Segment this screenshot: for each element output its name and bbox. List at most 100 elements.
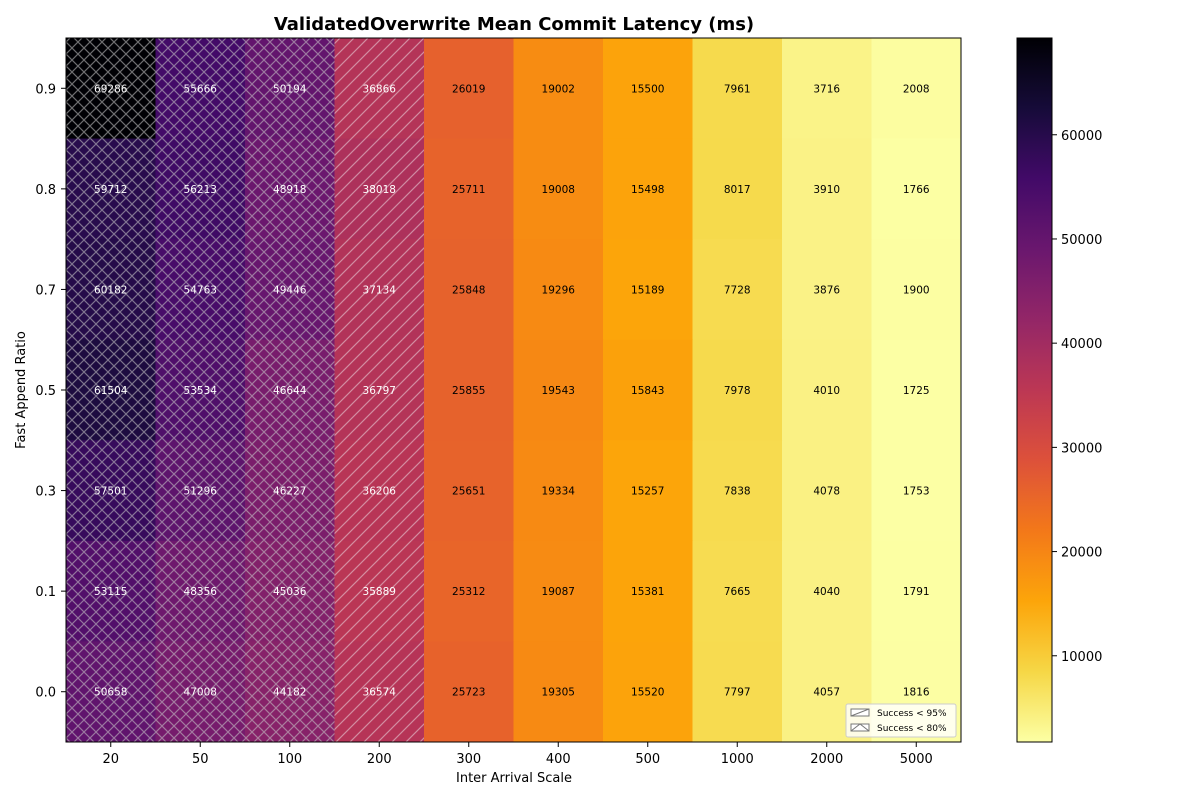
slash-hatch bbox=[334, 239, 425, 341]
legend-item-success-80: Success < 80% bbox=[850, 723, 947, 734]
heatmap-cell: 59712 bbox=[66, 138, 156, 240]
cell-value-label: 4040 bbox=[813, 586, 840, 598]
slash-hatch bbox=[334, 540, 425, 642]
cross-hatch bbox=[245, 540, 335, 642]
y-tick-label: 0.7 bbox=[35, 283, 56, 298]
heatmap-cell: 7728 bbox=[692, 239, 783, 341]
cell-value-label: 56213 bbox=[184, 184, 217, 196]
cell-value-label: 60182 bbox=[94, 284, 127, 296]
cell-value-label: 15843 bbox=[631, 385, 664, 397]
cell-value-label: 25651 bbox=[452, 486, 485, 498]
cell-value-label: 25312 bbox=[452, 586, 485, 598]
cell-value-label: 19008 bbox=[542, 184, 575, 196]
cell-value-label: 15498 bbox=[631, 184, 664, 196]
cross-hatch bbox=[245, 239, 335, 341]
heatmap-cell: 49446 bbox=[245, 239, 335, 341]
heatmap-cell: 35889 bbox=[334, 540, 425, 642]
heatmap-cell: 54763 bbox=[155, 239, 246, 341]
x-axis-label: Inter Arrival Scale bbox=[456, 771, 572, 786]
cross-hatch bbox=[155, 339, 246, 441]
cell-fill bbox=[513, 641, 604, 743]
colorbar-ticks: 10000 20000 30000 40000 50000 60000 bbox=[1052, 129, 1102, 665]
cell-fill bbox=[782, 440, 872, 542]
heatmap-cell: 19334 bbox=[513, 440, 604, 542]
heatmap-cell: 4078 bbox=[782, 440, 872, 542]
x-tick-label: 2000 bbox=[810, 752, 843, 767]
heatmap-cell: 48918 bbox=[245, 138, 335, 240]
cell-value-label: 7797 bbox=[724, 687, 751, 699]
cell-value-label: 35889 bbox=[363, 586, 396, 598]
legend-label: Success < 95% bbox=[877, 709, 947, 719]
heatmap-cell: 26019 bbox=[424, 38, 514, 140]
heatmap-cell: 53115 bbox=[66, 540, 156, 642]
heatmap-cell: 1753 bbox=[871, 440, 962, 542]
heatmap-cell: 19305 bbox=[513, 641, 604, 743]
cross-hatch bbox=[245, 641, 335, 743]
cell-value-label: 45036 bbox=[273, 586, 307, 598]
colorbar-tick-label: 40000 bbox=[1061, 337, 1102, 352]
cell-value-label: 48356 bbox=[184, 586, 218, 598]
heatmap-cell: 7838 bbox=[692, 440, 783, 542]
cell-fill bbox=[603, 239, 693, 341]
legend-box bbox=[845, 703, 957, 738]
cell-fill bbox=[871, 138, 962, 240]
heatmap-cell: 25855 bbox=[424, 339, 514, 441]
cell-value-label: 49446 bbox=[273, 284, 307, 296]
cell-value-label: 36206 bbox=[363, 486, 397, 498]
heatmap-cell: 4010 bbox=[782, 339, 872, 441]
heatmap-cell: 46644 bbox=[245, 339, 335, 441]
cell-value-label: 1900 bbox=[903, 284, 930, 296]
heatmap-cell: 1766 bbox=[871, 138, 962, 240]
cell-fill bbox=[782, 38, 872, 140]
cell-fill bbox=[424, 540, 514, 642]
cell-value-label: 4010 bbox=[813, 385, 840, 397]
cross-hatch bbox=[245, 440, 335, 542]
cross-hatch bbox=[245, 138, 335, 240]
cell-fill bbox=[782, 540, 872, 642]
cell-fill bbox=[692, 239, 783, 341]
y-tick-label: 0.5 bbox=[35, 384, 56, 399]
cell-value-label: 7838 bbox=[724, 486, 751, 498]
cell-value-label: 2008 bbox=[903, 83, 930, 95]
x-tick-label: 200 bbox=[367, 752, 392, 767]
y-tick-label: 0.8 bbox=[35, 183, 56, 198]
cross-hatch bbox=[66, 239, 156, 341]
cell-value-label: 7961 bbox=[724, 83, 751, 95]
heatmap-cell: 7978 bbox=[692, 339, 783, 441]
colorbar-tick-label: 10000 bbox=[1061, 650, 1102, 665]
y-axis-label: Fast Append Ratio bbox=[14, 331, 29, 449]
heatmap-cell: 1725 bbox=[871, 339, 962, 441]
heatmap-cell: 50658 bbox=[66, 641, 156, 743]
cell-value-label: 7978 bbox=[724, 385, 751, 397]
cross-hatch bbox=[155, 440, 246, 542]
legend: Success < 95% Success < 80% bbox=[845, 703, 957, 738]
cell-fill bbox=[603, 138, 693, 240]
cell-value-label: 25723 bbox=[452, 687, 485, 699]
cell-fill bbox=[513, 138, 604, 240]
heatmap-cell: 48356 bbox=[155, 540, 246, 642]
legend-swatch-cross bbox=[850, 723, 870, 732]
cell-value-label: 46227 bbox=[273, 486, 306, 498]
cell-value-label: 15189 bbox=[631, 284, 664, 296]
x-axis: 20 50 100 200 300 400 500 1000 2000 5000 bbox=[102, 742, 933, 767]
y-tick-label: 0.9 bbox=[35, 82, 56, 97]
x-tick-label: 1000 bbox=[721, 752, 754, 767]
cell-value-label: 25711 bbox=[452, 184, 485, 196]
heatmap-cell: 47008 bbox=[155, 641, 246, 743]
cell-value-label: 38018 bbox=[363, 184, 396, 196]
colorbar-tick-label: 20000 bbox=[1061, 546, 1102, 561]
cell-fill bbox=[513, 540, 604, 642]
heatmap-cell: 55666 bbox=[155, 38, 246, 140]
cell-value-label: 57501 bbox=[94, 486, 127, 498]
cell-fill bbox=[603, 38, 693, 140]
x-tick-label: 20 bbox=[102, 752, 119, 767]
cell-fill bbox=[603, 339, 693, 441]
cell-fill bbox=[513, 440, 604, 542]
y-tick-label: 0.0 bbox=[35, 686, 56, 701]
cell-value-label: 1725 bbox=[903, 385, 930, 397]
heatmap-cell: 8017 bbox=[692, 138, 783, 240]
cell-value-label: 54763 bbox=[184, 284, 217, 296]
cell-fill bbox=[513, 239, 604, 341]
cell-value-label: 26019 bbox=[452, 83, 485, 95]
